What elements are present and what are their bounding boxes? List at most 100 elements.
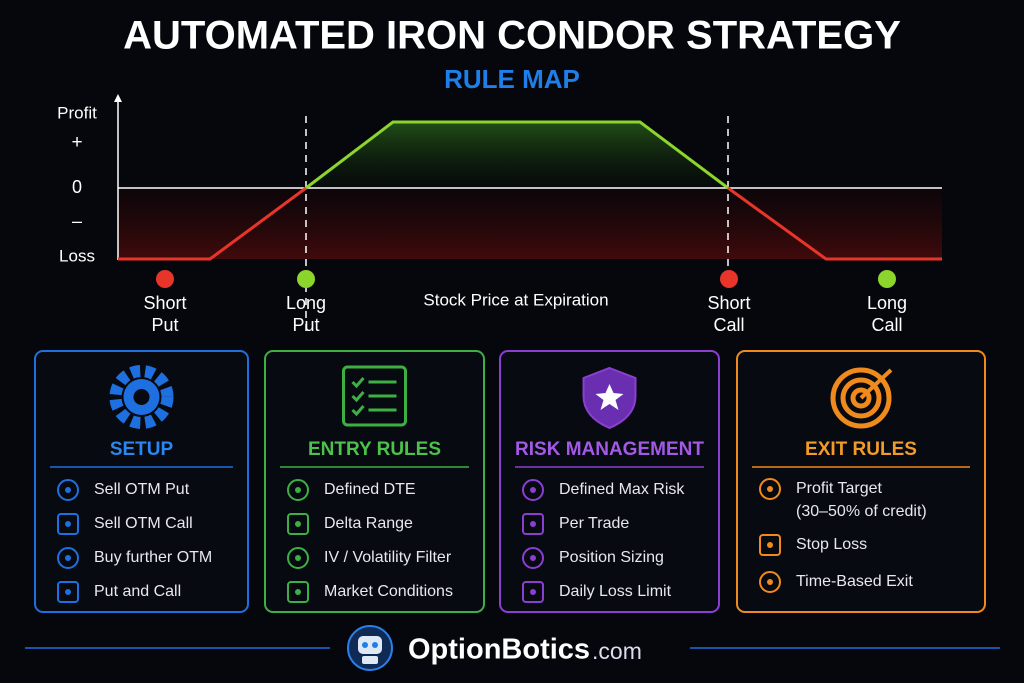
card-item: Put and Call (94, 583, 181, 600)
loss-line (727, 186, 942, 261)
card (736, 350, 986, 613)
item-icon-dot (767, 486, 773, 492)
item-icon (522, 581, 544, 603)
item-icon (759, 478, 781, 500)
payoff-diagram: Profit + 0 – Loss Stock Price at Expirat… (57, 94, 942, 334)
y-label: + (71, 132, 82, 153)
robot-eye (362, 642, 368, 648)
item-icon-dot (65, 555, 71, 561)
strike-label: Put (151, 315, 178, 335)
brand-domain: .com (592, 638, 642, 664)
card-item: Daily Loss Limit (559, 583, 672, 600)
card-item: Defined DTE (324, 481, 416, 498)
card-item: Delta Range (324, 515, 413, 532)
y-label: Profit (57, 103, 97, 122)
item-icon (57, 479, 79, 501)
item-icon (287, 513, 309, 535)
brand: OptionBotics (408, 634, 590, 666)
footer: OptionBotics .com (25, 625, 1000, 671)
check (351, 391, 365, 403)
robot-eye (372, 642, 378, 648)
checklist-icon (342, 365, 407, 427)
card-item: IV / Volatility Filter (324, 549, 452, 566)
card-item: Sell OTM Call (94, 515, 193, 532)
loss-zone (118, 188, 942, 259)
card-item: Sell OTM Put (94, 481, 190, 498)
card-title: EXIT RULES (805, 439, 917, 460)
strike-label: Short (707, 293, 750, 313)
card-item: Market Conditions (324, 583, 453, 600)
card-title: RISK MANAGEMENT (515, 439, 704, 460)
subtitle: RULE MAP (444, 64, 580, 94)
item-icon (522, 513, 544, 535)
item-icon-dot (530, 589, 536, 595)
gear-icon (109, 365, 174, 429)
item-icon-dot (295, 521, 301, 527)
card-item: Profit Target (796, 480, 883, 497)
card (34, 350, 249, 613)
y-label: 0 (72, 177, 82, 197)
star (595, 384, 624, 410)
item-icon-dot (767, 579, 773, 585)
robot-body (362, 656, 378, 664)
y-label: – (72, 211, 82, 231)
item-icon (57, 547, 79, 569)
target-icon (850, 387, 872, 409)
card-title: SETUP (110, 439, 174, 460)
card-item: Buy further OTM (94, 549, 212, 566)
card-item: Per Trade (559, 515, 629, 532)
loss-line (118, 186, 307, 261)
card-item-note: (30–50% of credit) (796, 503, 927, 520)
gear-hole (133, 389, 150, 405)
arrow (859, 368, 893, 400)
item-icon (522, 547, 544, 569)
strike-label: Long (286, 293, 326, 313)
strike-label: Short (143, 293, 186, 313)
item-icon (522, 479, 544, 501)
item-icon (57, 581, 79, 603)
item-icon (57, 513, 79, 535)
card (499, 350, 720, 613)
strike-label: Long (867, 293, 907, 313)
target-icon (830, 367, 892, 429)
item-icon (287, 479, 309, 501)
check (351, 377, 365, 389)
item-icon-dot (65, 521, 71, 527)
strike-dot (297, 270, 315, 288)
item-icon-dot (295, 589, 301, 595)
item-icon-dot (530, 487, 536, 493)
card (264, 350, 485, 613)
cards: SETUP Sell OTM Put Sell OTM Call Buy furthe… (34, 350, 986, 613)
card-item: Defined Max Risk (559, 481, 685, 498)
strike-dot (720, 270, 738, 288)
strike-dot (878, 270, 896, 288)
item-icon-dot (295, 487, 301, 493)
item-icon-dot (530, 521, 536, 527)
item-icon (287, 581, 309, 603)
title: AUTOMATED IRON CONDOR STRATEGY (123, 14, 901, 58)
card-title: ENTRY RULES (308, 439, 441, 460)
target-icon (840, 377, 882, 419)
axis-arrow (114, 94, 122, 102)
y-label: Loss (59, 246, 95, 265)
profit-line (305, 120, 729, 190)
item-icon-dot (767, 542, 773, 548)
strike-dot (156, 270, 174, 288)
item-icon (287, 547, 309, 569)
card-item: Time-Based Exit (796, 573, 913, 590)
check (351, 405, 365, 417)
strike-label: Put (292, 315, 319, 335)
card-item: Position Sizing (559, 549, 664, 566)
item-icon-dot (530, 555, 536, 561)
card-item: Stop Loss (796, 536, 867, 553)
item-icon-dot (65, 487, 71, 493)
item-icon (759, 571, 781, 593)
x-label: Stock Price at Expiration (423, 290, 608, 309)
profit-zone (306, 122, 728, 188)
strike-label: Call (713, 315, 744, 335)
item-icon (759, 534, 781, 556)
robot-head (358, 636, 382, 654)
item-icon-dot (295, 555, 301, 561)
